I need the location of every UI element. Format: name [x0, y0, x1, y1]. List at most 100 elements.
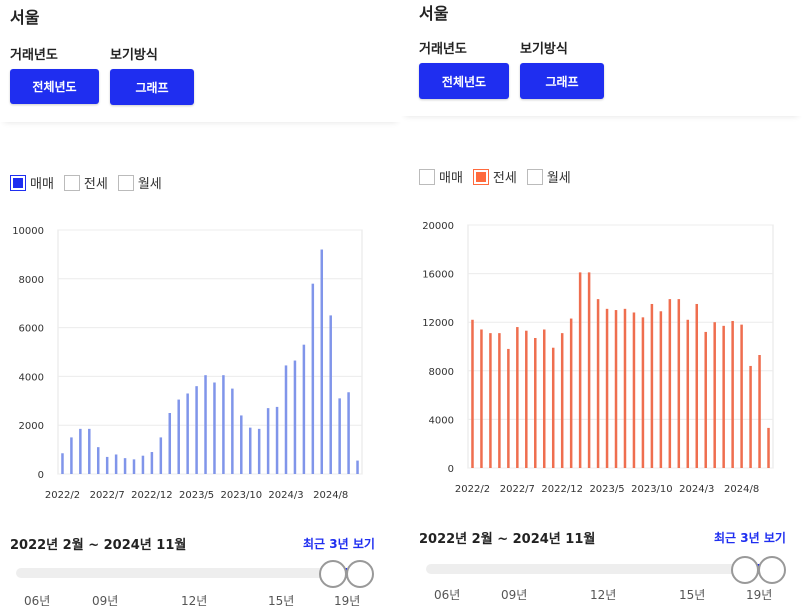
bar	[722, 325, 725, 468]
bar	[320, 249, 324, 474]
slider-tick: 19년	[334, 594, 361, 608]
slider-tick: 19년	[746, 588, 773, 602]
period-slider-track[interactable]	[426, 564, 768, 574]
bar	[767, 427, 770, 468]
bar	[623, 308, 627, 468]
x-tick-label: 2023/5	[589, 484, 624, 495]
bar	[560, 333, 564, 468]
slider-handle-start[interactable]	[731, 556, 759, 584]
chart-legend: 매매 전세 월세	[10, 173, 172, 192]
slider-tick: 06년	[24, 594, 51, 608]
bar	[222, 375, 225, 474]
bar	[284, 365, 288, 474]
bar	[257, 428, 261, 474]
legend-sale[interactable]: 매매	[419, 167, 463, 186]
bar	[168, 413, 172, 474]
year-select-button[interactable]: 전체년도	[419, 63, 509, 99]
y-tick-label: 8000	[429, 367, 454, 378]
x-tick-label: 2022/12	[131, 490, 173, 501]
bar	[578, 272, 582, 468]
bar	[650, 303, 654, 468]
legend-label: 전세	[492, 171, 517, 186]
bar	[329, 315, 332, 474]
bar	[740, 324, 743, 468]
right-panel: 서울 거래년도 보기방식 전체년도 그래프 매매 전세 월세 0 4000 8000…	[401, 0, 802, 609]
legend-label: 월세	[137, 177, 162, 192]
legend-monthly-rent[interactable]: 월세	[117, 173, 162, 192]
x-tick-label: 2022/7	[500, 484, 535, 495]
bar	[614, 310, 618, 468]
date-range-text: 2022년 2월 ~ 2024년 11월	[10, 538, 187, 553]
checkbox-icon[interactable]	[117, 174, 134, 191]
bar	[240, 415, 243, 474]
plot-frame	[467, 224, 774, 469]
checkbox-icon[interactable]	[419, 168, 435, 185]
bar	[132, 459, 136, 474]
slider-handle-start[interactable]	[319, 560, 347, 588]
x-tick-label: 2022/2	[455, 484, 490, 495]
legend-label: 매매	[439, 171, 463, 186]
bar	[587, 272, 591, 468]
bar	[356, 460, 359, 474]
bar	[551, 347, 555, 468]
checkbox-icon[interactable]	[526, 168, 543, 185]
bar	[632, 312, 636, 468]
bar	[713, 322, 716, 468]
bar	[105, 456, 109, 474]
x-tick-label: 2023/10	[631, 484, 673, 495]
view-mode-button[interactable]: 그래프	[110, 69, 194, 105]
checkbox-icon[interactable]	[10, 174, 26, 191]
slider-tick: 09년	[92, 594, 119, 608]
year-filter-label: 거래년도	[419, 42, 467, 57]
legend-jeonse[interactable]: 전세	[472, 167, 517, 186]
bar	[266, 408, 270, 474]
checkbox-icon[interactable]	[63, 174, 80, 191]
bar	[293, 360, 297, 474]
bar	[231, 388, 234, 474]
y-tick-label: 16000	[422, 270, 454, 281]
bar	[677, 299, 681, 468]
bar	[141, 455, 145, 474]
year-select-button[interactable]: 전체년도	[10, 69, 99, 104]
x-tick-label: 2023/10	[221, 490, 263, 501]
year-filter-label: 거래년도	[10, 48, 58, 63]
bar	[686, 319, 690, 468]
slider-tick: 09년	[501, 588, 528, 602]
y-tick-label: 6000	[19, 324, 44, 335]
date-range-text: 2022년 2월 ~ 2024년 11월	[419, 532, 596, 547]
bar	[659, 311, 663, 468]
slider-handle-end[interactable]	[758, 556, 786, 584]
legend-monthly-rent[interactable]: 월세	[526, 167, 571, 186]
bar	[114, 454, 118, 474]
y-tick-label: 8000	[19, 275, 44, 286]
x-tick-label: 2022/7	[90, 490, 125, 501]
legend-jeonse[interactable]: 전세	[63, 173, 108, 192]
bar	[177, 399, 180, 474]
bar	[704, 331, 707, 468]
slider-tick: 15년	[679, 588, 706, 602]
bar	[70, 437, 73, 474]
period-slider-track[interactable]	[16, 568, 358, 578]
y-tick-label: 0	[38, 470, 44, 481]
bar	[96, 447, 100, 474]
legend-sale[interactable]: 매매	[10, 173, 54, 192]
y-tick-label: 20000	[422, 221, 454, 232]
bar	[731, 320, 734, 468]
bar	[489, 333, 492, 468]
y-tick-label: 10000	[12, 226, 44, 237]
x-tick-label: 2024/3	[268, 490, 303, 501]
bar	[275, 406, 279, 474]
chart-legend: 매매 전세 월세	[419, 167, 581, 186]
bar	[516, 327, 519, 468]
region-title: 서울	[419, 4, 449, 23]
bar	[542, 329, 546, 468]
view-mode-button[interactable]: 그래프	[520, 63, 604, 99]
bar	[159, 437, 163, 474]
recent-3-years-link[interactable]: 최근 3년 보기	[714, 531, 786, 545]
bar	[498, 333, 501, 468]
slider-handle-end[interactable]	[346, 560, 374, 588]
view-mode-label: 보기방식	[110, 48, 158, 63]
x-tick-label: 2023/5	[179, 490, 214, 501]
recent-3-years-link[interactable]: 최근 3년 보기	[303, 537, 375, 551]
checkbox-icon[interactable]	[472, 168, 489, 185]
